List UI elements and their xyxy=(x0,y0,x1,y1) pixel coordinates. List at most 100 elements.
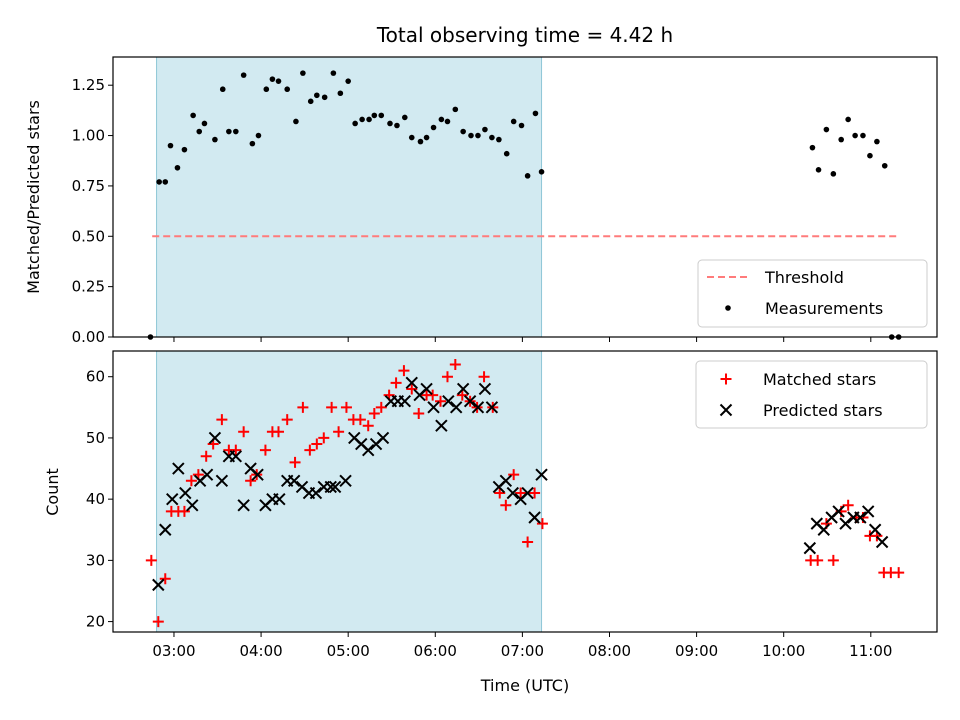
predicted-star-point xyxy=(471,401,485,414)
measurement-point xyxy=(293,118,299,125)
top-y-tick-label: 1.25 xyxy=(72,76,105,94)
bottom-legend: Matched stars Predicted stars xyxy=(695,360,928,429)
legend-measurements-label: Measurements xyxy=(765,299,883,318)
measurement-point xyxy=(174,164,181,171)
matched-star-point xyxy=(159,573,171,585)
matched-star-point xyxy=(842,499,854,511)
predicted-star-point xyxy=(435,419,448,432)
matched-star-point xyxy=(238,426,250,438)
matched-star-point xyxy=(230,444,242,456)
predicted-star-point xyxy=(179,486,192,500)
matched-star-point xyxy=(529,487,541,499)
legend-measurements-swatch xyxy=(725,305,731,311)
measurement-point xyxy=(371,112,378,119)
legend-threshold-label: Threshold xyxy=(764,268,844,287)
measurement-point xyxy=(162,179,169,185)
predicted-star-point xyxy=(215,474,229,487)
predicted-star-point xyxy=(499,474,513,487)
matched-star-point xyxy=(368,407,380,419)
measurement-point xyxy=(263,86,270,93)
top-legend-box xyxy=(697,259,928,328)
predicted-star-point xyxy=(817,523,830,536)
predicted-star-point xyxy=(861,505,875,518)
predicted-star-point xyxy=(449,401,463,414)
predicted-star-point xyxy=(309,486,323,500)
measurement-point xyxy=(156,179,162,185)
bottom-x-tick-label: 08:00 xyxy=(588,642,631,660)
measurement-point xyxy=(387,120,393,127)
bottom-x-tick-label: 04:00 xyxy=(239,642,282,660)
matched-star-point xyxy=(354,414,366,426)
chart-title: Total observing time = 4.42 h xyxy=(376,23,673,47)
top-y-tick-label: 0.00 xyxy=(72,328,105,346)
measurement-point xyxy=(496,136,502,143)
measurement-point xyxy=(482,126,488,133)
matched-star-point xyxy=(441,371,453,383)
bottom-x-tick-label: 11:00 xyxy=(849,642,892,660)
measurement-point xyxy=(196,128,203,135)
matched-star-point xyxy=(413,407,425,419)
measurement-point xyxy=(510,118,517,125)
matched-star-point xyxy=(145,554,157,566)
matched-star-point xyxy=(515,487,527,499)
predicted-star-point xyxy=(854,511,867,524)
measurement-point xyxy=(860,132,866,139)
predicted-star-point xyxy=(229,450,243,463)
bottom-y-axis-label: Count xyxy=(43,468,62,516)
measurement-point xyxy=(345,78,351,84)
measurement-point xyxy=(240,72,247,78)
predicted-star-point xyxy=(528,511,541,524)
predicted-star-point xyxy=(839,517,852,530)
predicted-star-point xyxy=(478,382,492,396)
measurement-point xyxy=(314,92,320,99)
top-y-tick-label: 0.50 xyxy=(72,227,105,245)
bottom-y-tick-label: 30 xyxy=(86,551,105,569)
measurement-point xyxy=(852,132,858,139)
bottom-y-tick-label: 50 xyxy=(86,429,105,447)
measurement-point xyxy=(524,173,531,179)
measurement-point xyxy=(219,86,226,93)
top-panel: 0.00 0.25 0.50 0.75 1.00 1.25 Threshold Measure… xyxy=(72,56,938,346)
measurement-point xyxy=(460,128,466,135)
bottom-x-tick-label: 06:00 xyxy=(414,642,457,660)
predicted-star-point xyxy=(875,535,889,549)
matched-star-point xyxy=(178,505,190,517)
measurement-point xyxy=(444,118,451,125)
measurement-point xyxy=(518,122,525,129)
matched-star-point xyxy=(427,389,439,401)
measurement-point xyxy=(167,142,174,149)
measurement-point xyxy=(867,152,873,159)
measurement-point xyxy=(275,78,282,84)
measurement-point xyxy=(233,128,239,135)
bottom-axes-frame xyxy=(112,350,938,633)
measurement-point xyxy=(881,162,888,169)
predicted-star-point xyxy=(328,480,342,494)
x-axis-label: Time (UTC) xyxy=(480,676,569,695)
measurement-point xyxy=(190,112,196,119)
measurement-point xyxy=(468,132,474,139)
predicted-star-point xyxy=(237,499,250,512)
matched-star-point xyxy=(297,401,309,413)
matched-star-point xyxy=(304,444,316,456)
measurement-point xyxy=(845,116,851,123)
predicted-star-point xyxy=(159,523,172,536)
measurement-point xyxy=(212,136,218,143)
matched-star-point xyxy=(398,365,410,377)
matched-star-point xyxy=(478,371,490,383)
legend-matched-label: Matched stars xyxy=(763,370,876,389)
bottom-x-tick-label: 07:00 xyxy=(501,642,544,660)
matched-star-point xyxy=(508,469,520,481)
matched-star-point xyxy=(245,475,257,487)
top-y-tick-label: 0.25 xyxy=(72,278,105,296)
predicted-star-point xyxy=(405,376,418,390)
matched-star-point xyxy=(893,567,905,579)
measurement-point xyxy=(417,138,424,145)
predicted-star-point xyxy=(535,468,548,481)
measurement-point xyxy=(226,128,232,135)
measurement-point xyxy=(503,150,510,157)
measurement-point xyxy=(201,120,208,127)
legend-matched-swatch xyxy=(720,373,732,385)
measurement-point xyxy=(874,138,880,145)
top-y-tick-label: 1.00 xyxy=(72,127,105,145)
